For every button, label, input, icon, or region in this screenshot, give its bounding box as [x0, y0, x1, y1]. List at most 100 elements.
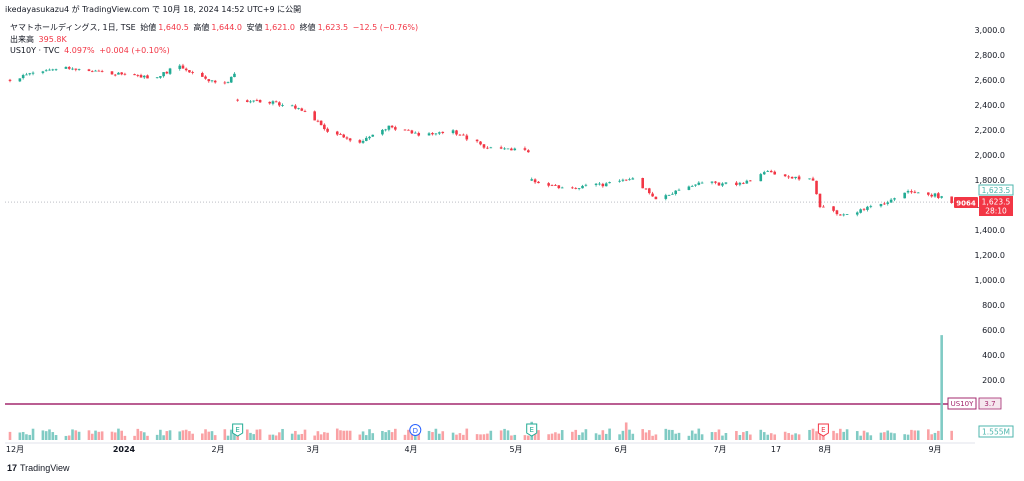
volume-bar: [417, 431, 421, 440]
us10y-tag: US10Y: [951, 400, 974, 408]
candle-body: [21, 75, 25, 79]
tradingview-logo-icon: 17: [7, 463, 18, 473]
candle-body: [479, 141, 482, 145]
earnings-marker: [817, 423, 829, 437]
price-tag-value: 1,623.5: [982, 198, 1011, 207]
volume-bar: [641, 429, 644, 440]
candle-body: [48, 69, 51, 71]
candle-body: [742, 182, 745, 184]
volume-tag-box: [978, 425, 1014, 438]
candle-body: [258, 99, 262, 103]
candle-body: [313, 111, 316, 121]
candle-body: [281, 105, 284, 106]
legend-low-label: 安値: [246, 23, 263, 32]
volume-bar: [742, 432, 745, 440]
y-tick-label: 600.0: [982, 326, 1005, 335]
candle-body: [933, 193, 937, 197]
candle-body: [41, 71, 45, 73]
volume-bar: [51, 432, 55, 440]
us10y-value-box: [978, 397, 1002, 410]
candle-body: [903, 192, 906, 199]
volume-bar: [278, 432, 281, 440]
candle-body: [581, 185, 584, 189]
volume-bar: [434, 428, 438, 440]
volume-bar: [74, 430, 78, 440]
volume-bar: [229, 429, 233, 440]
volume-bar: [721, 435, 724, 440]
candle-body: [210, 80, 214, 82]
candle-body: [28, 73, 32, 75]
volume-bar: [557, 433, 561, 440]
price-tag-countdown: 28:10: [985, 207, 1007, 216]
volume-bar: [654, 434, 658, 440]
candle-body: [927, 192, 930, 195]
volume-bar: [368, 429, 371, 440]
volume-bar: [44, 431, 48, 440]
volume-bar: [313, 435, 316, 440]
candle-body: [67, 67, 71, 69]
candle-body: [178, 65, 182, 69]
volume-bar: [90, 433, 94, 440]
volume-bar: [165, 431, 169, 440]
candle-body: [44, 70, 48, 72]
volume-bar: [577, 434, 581, 440]
candle-body: [674, 190, 677, 195]
volume-bar: [245, 429, 249, 440]
volume-bar: [297, 434, 300, 440]
candle-body: [165, 71, 169, 74]
candle-body: [859, 209, 862, 213]
volume-bar: [927, 429, 930, 440]
candle-body: [547, 183, 550, 186]
candle-body: [403, 129, 407, 131]
candle-body: [601, 183, 605, 187]
legend-low: 1,621.0: [264, 23, 296, 32]
candle-body: [252, 100, 255, 102]
x-tick-label: 2月: [211, 445, 224, 454]
candle-body: [381, 129, 384, 135]
candle-body: [387, 125, 391, 130]
candle-body: [207, 79, 211, 82]
volume-bar: [274, 435, 278, 440]
candle-body: [835, 210, 839, 215]
legend-us10y-change: +0.004 (+0.10%): [99, 46, 170, 55]
volume-bar: [162, 435, 165, 440]
volume-bar: [319, 434, 323, 440]
volume-bar: [815, 431, 818, 440]
candle-body: [869, 206, 873, 208]
candle-body: [64, 66, 68, 69]
candle-body: [223, 82, 227, 84]
volume-bar: [18, 432, 22, 440]
volume-bar: [120, 430, 123, 440]
legend-ohlc: ヤマトホールディングス, 1日, TSE 始値 1,640.5 高値 1,644.0…: [10, 22, 420, 33]
volume-bar: [441, 431, 445, 440]
volume-bar: [8, 431, 12, 440]
volume-bar: [348, 430, 352, 440]
candle-body: [146, 75, 149, 79]
legend-volume-label: 出来高: [10, 35, 34, 44]
candle-body: [358, 140, 362, 143]
candle-body: [667, 194, 671, 196]
candle-body: [916, 192, 920, 194]
candle-body: [77, 69, 81, 70]
volume-bar: [910, 429, 913, 440]
candle-body: [766, 171, 770, 172]
candle-body: [594, 183, 598, 185]
candle-body: [762, 172, 766, 175]
volume-bar: [41, 430, 45, 440]
volume-bar: [316, 431, 320, 440]
candle-body: [608, 182, 611, 184]
volume-bar: [249, 432, 252, 440]
candle-body: [811, 178, 815, 181]
x-tick-label: 5月: [509, 445, 522, 454]
candle-body: [18, 78, 22, 82]
candle-body: [651, 193, 654, 197]
volume-bar: [671, 429, 674, 440]
volume-bar: [451, 432, 455, 440]
volume-bar: [28, 434, 32, 440]
legend-high-label: 高値: [193, 23, 210, 32]
candle-body: [414, 132, 417, 134]
y-tick-label: 1,400.0: [974, 226, 1005, 235]
candle-body: [139, 75, 143, 78]
candle-body: [201, 73, 204, 77]
